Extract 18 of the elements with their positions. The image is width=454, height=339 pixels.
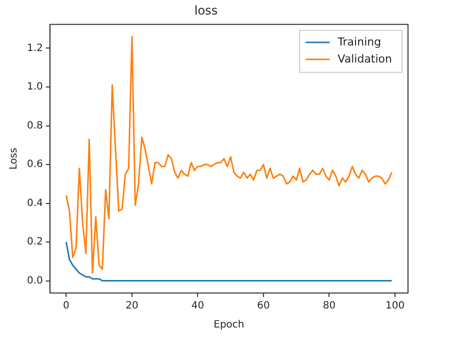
x-tick-label: 60 — [257, 300, 270, 312]
y-tick-label: 0.2 — [26, 236, 43, 248]
x-tick-label: 20 — [126, 300, 138, 312]
y-tick-label: 0.6 — [26, 159, 43, 170]
x-tick-label: 80 — [322, 300, 336, 312]
x-tick-label: 100 — [385, 300, 405, 312]
x-tick-label: 0 — [62, 300, 70, 312]
legend-label: Validation — [338, 52, 392, 66]
y-tick-label: 0.8 — [26, 120, 43, 132]
x-tick-label: 40 — [191, 300, 204, 312]
chart-title: loss — [194, 3, 218, 18]
y-tick-label: 0.0 — [26, 275, 43, 286]
y-axis-title: Loss — [8, 148, 20, 170]
y-tick-label: 1.2 — [26, 42, 43, 54]
legend-label: Training — [336, 35, 382, 48]
y-tick-label: 0.4 — [26, 198, 43, 209]
y-tick-label: 1.0 — [26, 82, 43, 93]
x-axis-title: Epoch — [214, 320, 244, 331]
